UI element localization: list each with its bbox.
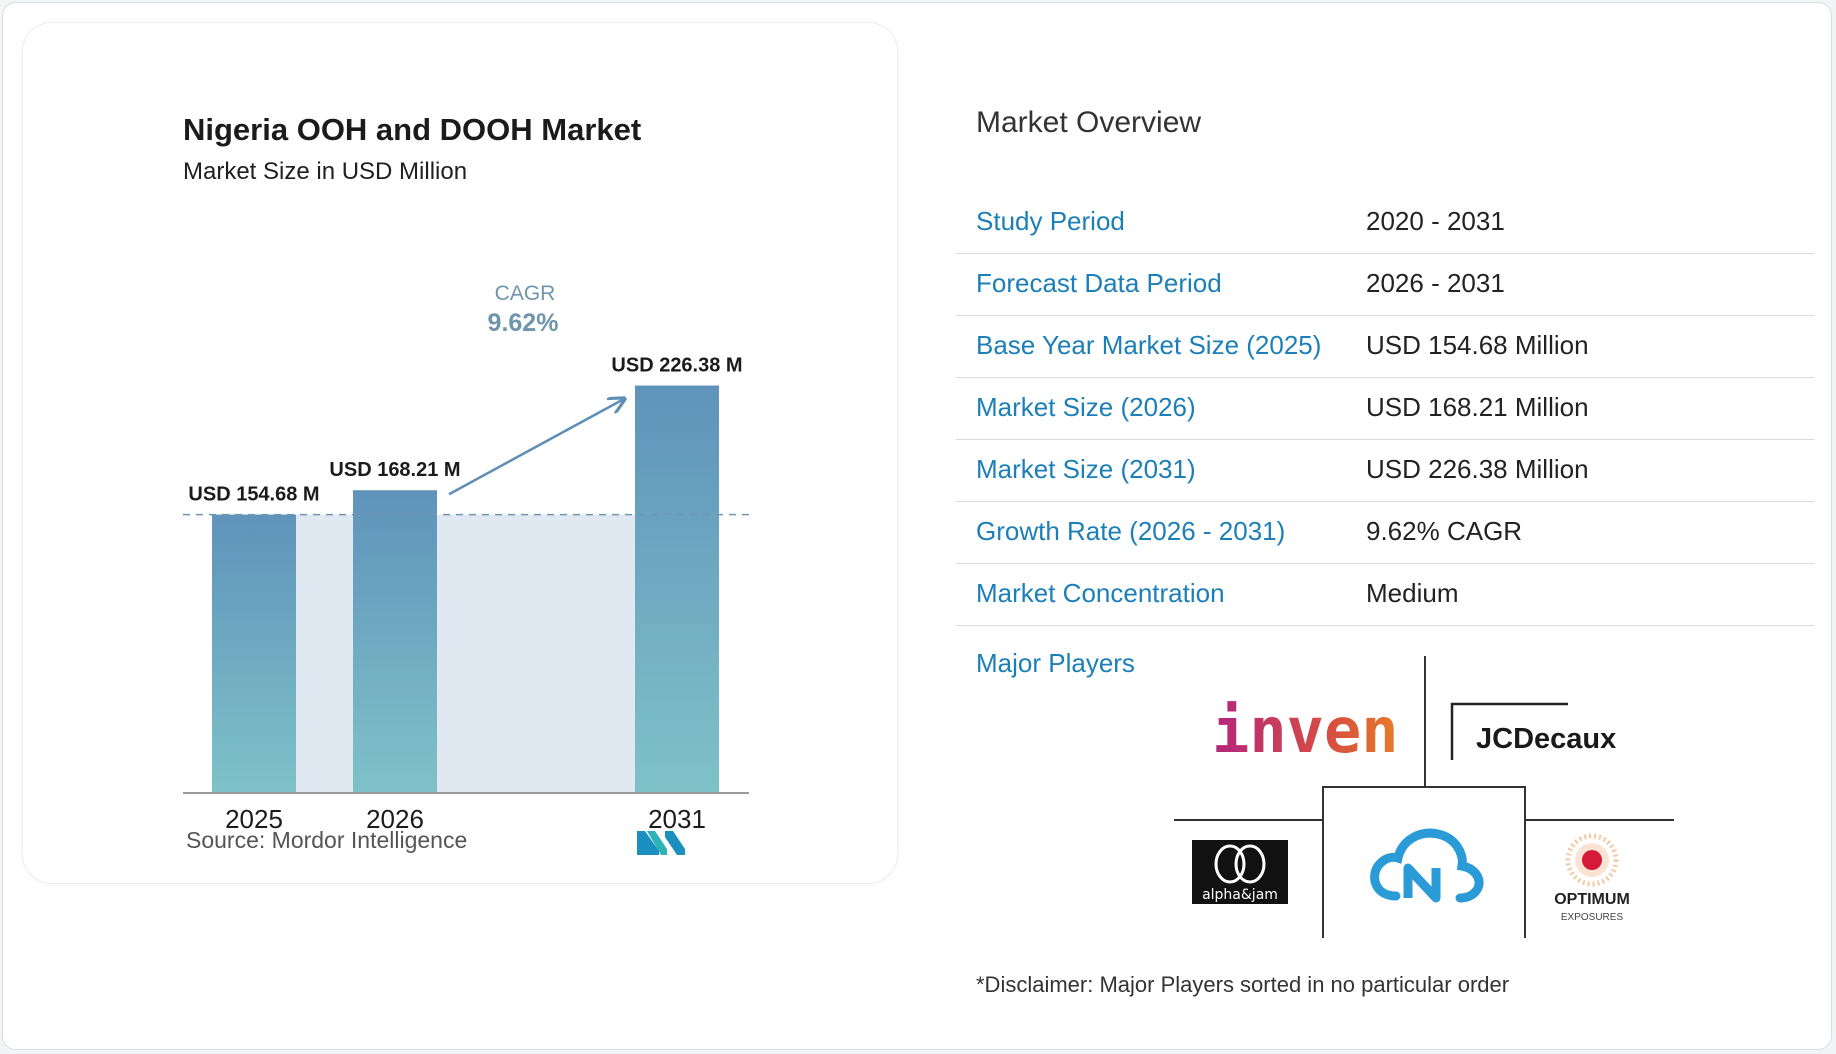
overview-row: Market Size (2026) USD 168.21 Million bbox=[956, 378, 1814, 440]
players-divider bbox=[1524, 786, 1526, 938]
players-divider bbox=[1424, 656, 1426, 786]
row-value: 2026 - 2031 bbox=[1366, 268, 1505, 298]
row-label: Forecast Data Period bbox=[976, 268, 1222, 298]
x-tick-2031: 2031 bbox=[648, 804, 706, 834]
chart-card: Nigeria OOH and DOOH Market Market Size … bbox=[22, 22, 898, 884]
row-value: USD 226.38 Million bbox=[1366, 454, 1589, 484]
optimum-logo-subtext: EXPOSURES bbox=[1561, 912, 1624, 923]
overview-row: Forecast Data Period 2026 - 2031 bbox=[956, 254, 1814, 316]
overview-table: Study Period 2020 - 2031 Forecast Data Pe… bbox=[956, 192, 1814, 626]
row-value: Medium bbox=[1366, 578, 1459, 608]
optimum-logo: OPTIMUM EXPOSURES bbox=[1554, 833, 1630, 923]
data-label-2031: USD 226.38 M bbox=[611, 355, 742, 377]
invent-logo: invent bbox=[1212, 694, 1400, 760]
players-divider bbox=[1322, 786, 1324, 938]
players-divider bbox=[1174, 819, 1322, 821]
market-size-chart: Nigeria OOH and DOOH Market Market Size … bbox=[183, 112, 753, 855]
overview-row: Base Year Market Size (2025) USD 154.68 M… bbox=[956, 316, 1814, 378]
players-divider bbox=[1524, 819, 1674, 821]
chart-subtitle: Market Size in USD Million bbox=[183, 158, 467, 185]
data-label-2025: USD 154.68 M bbox=[188, 484, 319, 506]
overview-row: Market Concentration Medium bbox=[956, 564, 1814, 626]
cloud-n-icon bbox=[1370, 828, 1484, 903]
players-divider bbox=[1322, 786, 1526, 788]
disclaimer-text: *Disclaimer: Major Players sorted in no … bbox=[976, 972, 1510, 997]
alphajam-logo-text: alpha&jam bbox=[1202, 887, 1278, 903]
jcdecaux-logo-text: JCDecaux bbox=[1476, 723, 1616, 755]
major-players-title: Major Players bbox=[976, 648, 1135, 678]
overview-row: Market Size (2031) USD 226.38 Million bbox=[956, 440, 1814, 502]
invent-logo-text: invent bbox=[1212, 694, 1400, 760]
bar-2031 bbox=[635, 385, 719, 793]
overview-row: Growth Rate (2026 - 2031) 9.62% CAGR bbox=[956, 502, 1814, 564]
row-label: Base Year Market Size (2025) bbox=[976, 330, 1322, 360]
row-value: 2020 - 2031 bbox=[1366, 206, 1505, 236]
chart-title: Nigeria OOH and DOOH Market bbox=[183, 112, 641, 147]
source-text: Source: Mordor Intelligence bbox=[186, 827, 467, 853]
row-label: Market Concentration bbox=[976, 578, 1225, 608]
overview-title: Market Overview bbox=[976, 106, 1202, 139]
bar-2026 bbox=[353, 490, 437, 793]
optimum-logo-text: OPTIMUM bbox=[1554, 891, 1630, 908]
row-value: USD 168.21 Million bbox=[1366, 392, 1589, 422]
cagr-label: CAGR bbox=[495, 282, 556, 305]
row-label: Market Size (2031) bbox=[976, 454, 1196, 484]
row-label: Growth Rate (2026 - 2031) bbox=[976, 516, 1286, 546]
data-label-2026: USD 168.21 M bbox=[329, 459, 460, 481]
cagr-value: 9.62% bbox=[488, 309, 559, 337]
x-tick-2026: 2026 bbox=[366, 804, 424, 834]
alphajam-logo: alpha&jam bbox=[1192, 840, 1288, 904]
row-label: Market Size (2026) bbox=[976, 392, 1196, 422]
overview-row: Study Period 2020 - 2031 bbox=[956, 192, 1814, 254]
base-band bbox=[212, 514, 719, 793]
bar-2025 bbox=[212, 514, 296, 793]
cagr-arrow bbox=[448, 400, 623, 496]
row-value: USD 154.68 Million bbox=[1366, 330, 1589, 360]
jcdecaux-logo: JCDecaux bbox=[1450, 702, 1616, 760]
mordor-logo-icon bbox=[637, 831, 685, 855]
x-tick-2025: 2025 bbox=[225, 804, 283, 834]
row-value: 9.62% CAGR bbox=[1366, 516, 1523, 546]
row-label: Study Period bbox=[976, 206, 1125, 236]
